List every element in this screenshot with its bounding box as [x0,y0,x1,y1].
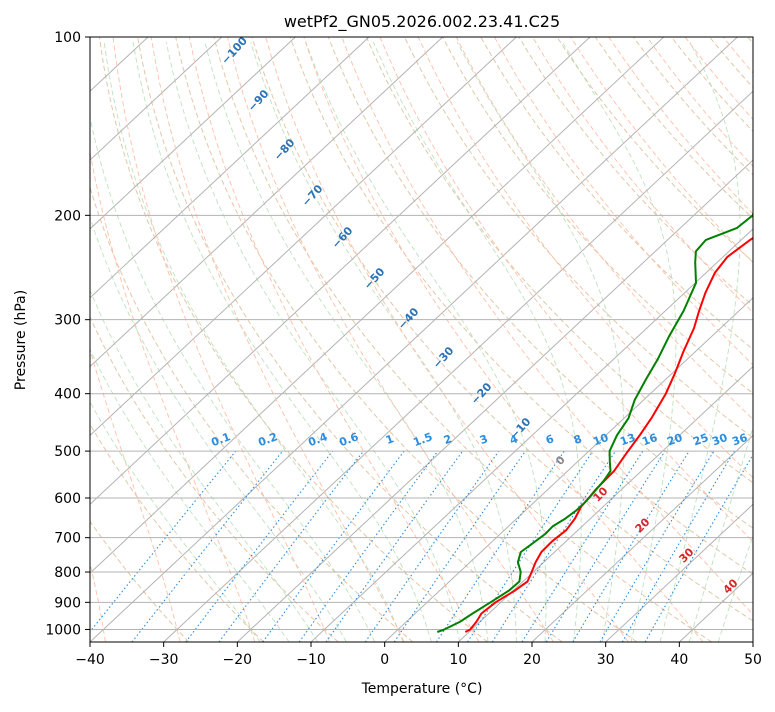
x-tick-label: 30 [597,652,615,668]
y-tick-label: 200 [54,208,81,224]
y-tick-label: 500 [54,444,81,460]
x-tick-label: 50 [744,652,762,668]
y-tick-label: 800 [54,565,81,581]
x-tick-label: −30 [149,652,179,668]
y-tick-label: 400 [54,387,81,403]
y-tick-label: 300 [54,313,81,329]
y-tick-label: 100 [54,30,81,46]
x-tick-label: −40 [75,652,105,668]
x-tick-label: 20 [523,652,541,668]
y-tick-label: 600 [54,491,81,507]
y-tick-label: 700 [54,531,81,547]
x-tick-label: −20 [223,652,253,668]
chart-title: wetPf2_GN05.2026.002.23.41.C25 [284,12,560,32]
x-tick-label: 40 [670,652,688,668]
x-axis-label: Temperature (°C) [361,681,483,697]
x-tick-label: 0 [380,652,389,668]
y-tick-label: 900 [54,595,81,611]
y-tick-label: 1000 [45,622,81,638]
x-tick-label: −10 [296,652,326,668]
y-axis-label: Pressure (hPa) [13,290,29,390]
x-tick-label: 10 [449,652,467,668]
